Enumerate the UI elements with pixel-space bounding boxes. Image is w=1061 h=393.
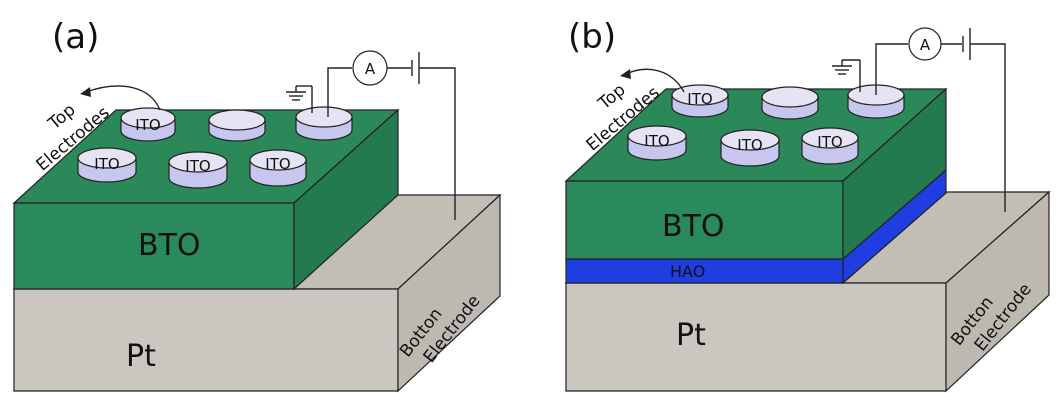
pt-side-face-b — [945, 190, 1050, 393]
bto-side-face-b — [842, 87, 947, 261]
ammeter-label-b: A — [920, 36, 931, 54]
ammeter-label-a: A — [365, 60, 376, 78]
panel-a: (a) BTO Pt ITO — [12, 17, 502, 393]
electrode-top — [671, 84, 729, 106]
electrode-label: ITO — [94, 155, 119, 173]
electrodes-a: ITO ITO ITO ITO — [77, 106, 353, 189]
electrode-a-1: ITO — [120, 107, 176, 142]
substrate-label-b: Pt — [676, 318, 706, 353]
electrode-top — [208, 109, 266, 131]
pt-front-face-a — [13, 288, 399, 392]
circuit-wire-3-a — [419, 67, 456, 220]
electrodes-b: ITO ITO ITO ITO — [627, 84, 905, 167]
circuit-wire-b — [875, 43, 908, 95]
electrode-a-6: ITO — [249, 149, 307, 187]
arrow-head-a — [80, 87, 91, 97]
electrode-b-6: ITO — [801, 127, 859, 165]
ground-icon-b — [832, 59, 861, 92]
electrode-top — [249, 149, 307, 171]
arrow-head-b — [620, 69, 631, 79]
electrode-a-3 — [295, 106, 353, 141]
electrode-a-4: ITO — [77, 147, 137, 183]
electrode-b-4: ITO — [627, 125, 687, 161]
electrode-top — [801, 127, 859, 149]
substrate-label-a: Pt — [126, 339, 156, 374]
electrode-a-5: ITO — [168, 151, 228, 189]
circuit-wire-3-b — [970, 43, 1006, 212]
pt-side-face-a — [397, 193, 501, 393]
panel-a-label: (a) — [52, 17, 99, 57]
electrode-label: ITO — [687, 90, 712, 108]
measurement-circuit-b: A — [875, 27, 1006, 212]
electrode-b-3 — [847, 84, 905, 119]
electrode-top — [120, 107, 176, 129]
electrode-top — [77, 147, 137, 169]
pt-front-face-b — [565, 282, 947, 392]
electrode-b-5: ITO — [720, 129, 780, 167]
electrode-label: ITO — [644, 132, 669, 150]
electrode-label: ITO — [185, 157, 210, 175]
electrode-b-2 — [761, 86, 819, 120]
interlayer-label-b: HAO — [670, 262, 705, 281]
film-label-b: BTO — [662, 209, 725, 244]
electrode-top — [627, 125, 687, 147]
electrode-label: ITO — [737, 136, 762, 154]
ground-icon-a — [286, 85, 313, 113]
electrode-top — [720, 129, 780, 151]
measurement-circuit-a: A — [327, 50, 456, 220]
panel-b-label: (b) — [568, 17, 616, 57]
circuit-wire-a — [327, 67, 352, 117]
electrode-top — [168, 151, 228, 173]
electrode-a-2 — [208, 109, 266, 142]
electrode-label: ITO — [817, 133, 842, 151]
bto-side-face-a — [293, 108, 399, 291]
top-electrodes-arrow-a — [85, 85, 161, 111]
film-label-a: BTO — [138, 228, 201, 263]
electrode-top — [761, 86, 819, 108]
electrode-label: ITO — [135, 116, 160, 134]
top-electrodes-arrow-b — [625, 68, 685, 93]
electrode-top — [295, 106, 353, 128]
electrode-label: ITO — [265, 155, 290, 173]
electrode-b-1: ITO — [671, 84, 729, 118]
panel-b: (b) BTO HAO Pt ITO — [564, 17, 1051, 393]
